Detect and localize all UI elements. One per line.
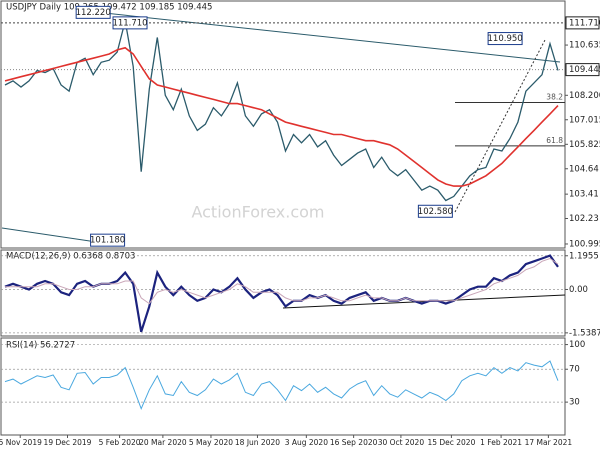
y-tick-label: 1.1955: [569, 251, 599, 261]
y-tick-label: 102.23: [569, 214, 599, 224]
macd-title: MACD(12,26,9) 0.6368 0.8703: [6, 252, 135, 262]
fib-line: [454, 39, 546, 213]
macd-trend-line: [282, 294, 566, 309]
x-tick-label: 15 Dec 2020: [427, 438, 475, 447]
resistance-label: 111.710: [569, 18, 600, 28]
annotation-label: 111.710: [112, 18, 147, 28]
y-tick-label: -1.5387: [569, 328, 600, 338]
watermark: ActionForex.com: [191, 203, 324, 222]
annotation-box: [90, 233, 126, 247]
annotation-box: [112, 16, 148, 30]
x-tick-label: 30 Oct 2020: [378, 438, 425, 447]
y-tick-label: 103.41: [569, 190, 599, 200]
x-tick-label: 1 Feb 2021: [480, 438, 522, 447]
annotation-box: [487, 32, 523, 46]
macd-panel: [0, 249, 566, 337]
y-tick-label: 100.995: [569, 239, 600, 249]
y-tick-label: 105.825: [569, 140, 600, 150]
fib-label: 38.2: [546, 93, 563, 102]
series-line: [4, 20, 559, 202]
annotation-label: 110.950: [488, 34, 523, 44]
price-box: [565, 16, 600, 30]
x-tick-label: 5 May 2020: [189, 438, 233, 447]
annotation-box: [417, 204, 453, 218]
y-tick-label: 0.00: [569, 285, 588, 295]
y-tick-label: 110.635: [569, 41, 600, 51]
series-line: [5, 257, 559, 305]
x-tick-label: 20 Mar 2020: [139, 438, 187, 447]
annotation-label: 101.180: [90, 236, 125, 246]
x-tick-label: 3 Aug 2020: [285, 438, 328, 447]
x-tick-label: 5 Nov 2019: [0, 438, 42, 447]
x-tick-label: 16 Sep 2020: [330, 438, 378, 447]
x-tick-label: 5 Feb 2020: [99, 438, 141, 447]
x-tick-label: 18 Jun 2020: [235, 438, 280, 447]
price-box: [565, 63, 600, 77]
price-panel: [0, 0, 566, 249]
y-tick-label: 104.64: [569, 164, 599, 174]
x-tick-label: 17 Mar 2021: [525, 438, 573, 447]
y-tick-label: 100: [569, 340, 585, 350]
annotation-label: 112.220: [76, 8, 111, 18]
y-tick-label: 107.015: [569, 115, 600, 125]
last-price-label: 109.445: [569, 65, 600, 75]
y-tick-label: 30: [569, 398, 580, 408]
y-tick-label: 70: [569, 365, 580, 375]
trend-line: [94, 11, 561, 63]
annotation-label: 102.580: [418, 207, 453, 217]
series-line: [4, 360, 559, 411]
annotation-box: [75, 5, 111, 19]
x-tick-label: 19 Dec 2019: [44, 438, 92, 447]
y-tick-label: 108.200: [569, 91, 600, 101]
fib-label: 61.8: [546, 136, 563, 145]
rsi-panel: [0, 337, 566, 436]
series-line: [4, 46, 559, 187]
rsi-title: RSI(14) 56.2727: [6, 341, 75, 351]
